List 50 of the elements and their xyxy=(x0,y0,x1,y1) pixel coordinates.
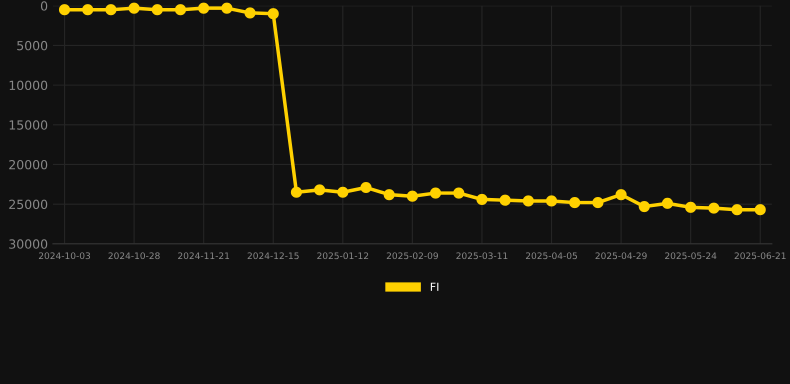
x-tick-label: 2024-10-28 xyxy=(108,252,160,260)
point xyxy=(221,2,232,14)
y-tick-label: 30000 xyxy=(9,239,48,249)
point xyxy=(268,8,279,20)
point xyxy=(546,195,558,207)
point xyxy=(152,4,163,16)
y-tick-label: 20000 xyxy=(9,160,48,170)
point xyxy=(82,4,94,16)
point xyxy=(592,197,604,208)
x-tick-label: 2024-11-21 xyxy=(178,252,230,260)
x-tick-label: 2025-06-21 xyxy=(734,252,786,260)
point xyxy=(290,186,302,198)
y-tick-label: 5000 xyxy=(17,40,48,50)
point xyxy=(244,7,256,18)
point xyxy=(105,4,116,16)
point xyxy=(406,190,418,202)
x-tick-label: 2024-12-15 xyxy=(248,252,299,260)
point xyxy=(58,4,70,16)
point xyxy=(128,2,140,14)
point xyxy=(708,202,720,214)
point xyxy=(685,202,696,213)
point xyxy=(198,2,210,14)
point xyxy=(754,204,766,216)
point xyxy=(476,194,488,205)
x-tick-label: 2025-03-11 xyxy=(456,252,508,260)
point xyxy=(384,189,395,200)
point xyxy=(569,197,580,208)
y-tick-label: 0 xyxy=(40,1,48,11)
point xyxy=(453,187,464,199)
point xyxy=(174,4,186,16)
x-tick-label: 2025-04-05 xyxy=(526,252,577,260)
point xyxy=(314,184,326,196)
point xyxy=(522,195,534,207)
y-tick-label: 15000 xyxy=(10,120,48,130)
point xyxy=(500,194,511,206)
point xyxy=(430,187,442,199)
x-tick-label: 2025-01-12 xyxy=(317,252,368,260)
x-tick-label: 2024-10-03 xyxy=(38,252,90,260)
y-tick-label: 10000 xyxy=(10,80,48,90)
point xyxy=(731,204,743,216)
y-tick-label: 25000 xyxy=(9,200,48,210)
point xyxy=(616,189,627,200)
x-tick-label: 2025-05-24 xyxy=(665,252,716,260)
point xyxy=(360,182,372,194)
x-tick-label: 2025-02-09 xyxy=(386,252,438,260)
point xyxy=(638,200,650,212)
legend-label: FI xyxy=(430,282,438,291)
x-tick-label: 2025-04-29 xyxy=(596,252,647,260)
point xyxy=(662,198,674,209)
point xyxy=(337,186,348,198)
